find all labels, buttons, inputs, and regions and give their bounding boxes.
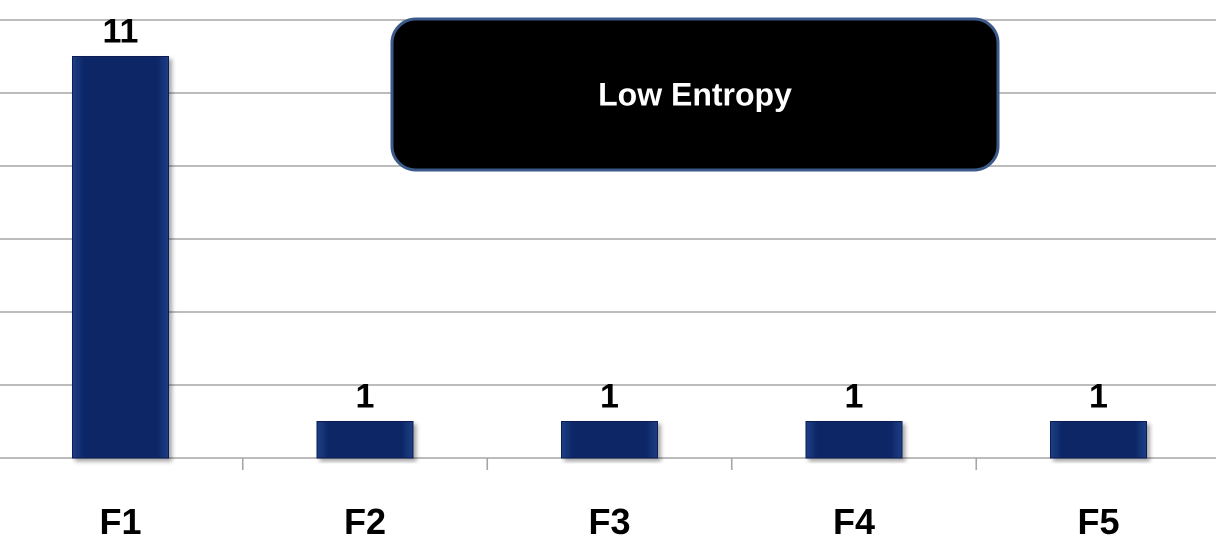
low-entropy-callout: Low Entropy (390, 17, 1000, 172)
bar-f3 (561, 421, 658, 459)
bars (72, 56, 1147, 459)
x-axis (0, 457, 1216, 470)
callout-box (390, 17, 1000, 172)
bar-f2 (316, 421, 414, 459)
category-label-f2: F2 (344, 501, 386, 541)
bar-f1 (72, 56, 169, 459)
data-label-f3: 1 (600, 378, 619, 416)
category-labels: F1 F2 F3 F4 F5 (99, 501, 1119, 541)
data-labels: 111 1 1 1 (103, 13, 1108, 416)
data-label-f2: 1 (356, 378, 375, 416)
category-label-f1: F1 (99, 501, 141, 541)
data-label-f4: 1 (845, 378, 864, 416)
callout-text: Low Entropy (598, 77, 792, 113)
category-label-f5: F5 (1077, 501, 1119, 541)
category-label-f3: F3 (588, 501, 630, 541)
bar-f4 (805, 421, 903, 459)
data-label-f5: 1 (1089, 378, 1108, 416)
bar-f5 (1050, 421, 1147, 459)
data-label-f1: 11 (103, 13, 139, 51)
category-label-f4: F4 (833, 501, 875, 541)
